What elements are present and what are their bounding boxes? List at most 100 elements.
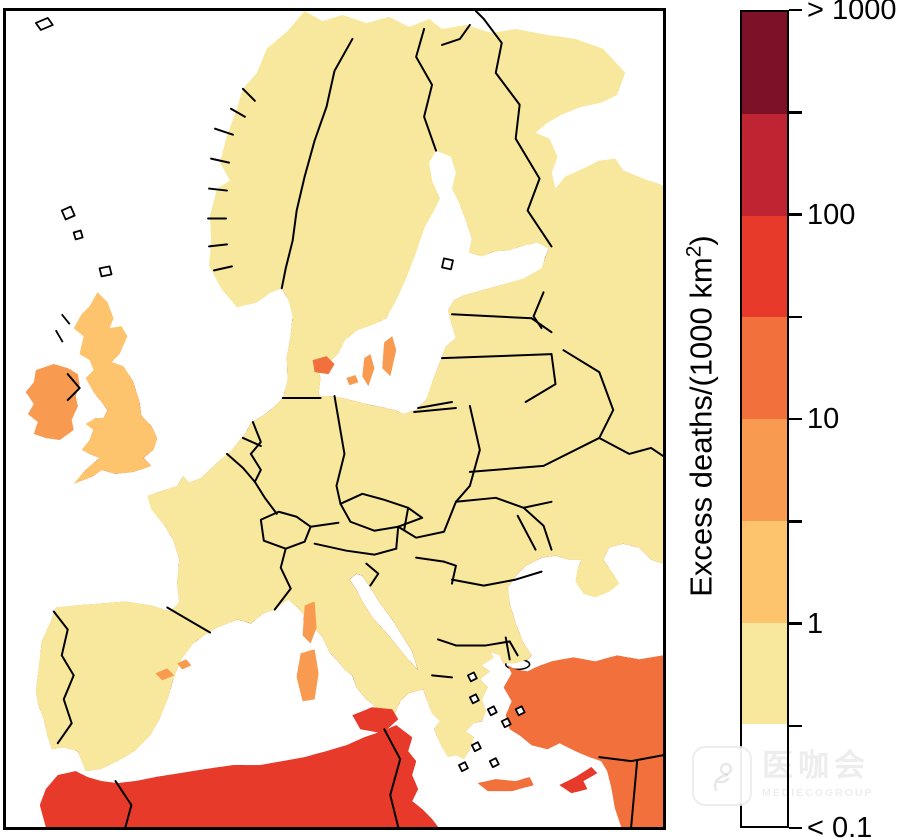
border-hungary-croatia	[415, 556, 445, 563]
orkney	[98, 265, 113, 278]
border-france-italy	[273, 547, 292, 611]
aegean-6	[514, 705, 526, 717]
border-greece-albania-macedonia	[431, 674, 453, 679]
colorbar-tick-7	[789, 724, 802, 727]
border-poland-east	[454, 405, 481, 503]
border-lithuania-kaliningrad	[417, 401, 453, 410]
colorbar-block-1	[742, 113, 787, 216]
border-czechia-north	[339, 492, 424, 519]
border-poland-kaliningrad	[413, 407, 457, 414]
watermark-logo-icon	[692, 746, 752, 806]
fjord-2	[210, 157, 230, 164]
border-austria-czechia	[309, 521, 340, 528]
map-frame	[3, 8, 666, 830]
europe-map	[24, 11, 663, 827]
aegean-3	[500, 717, 512, 729]
colorbar-tick-4	[789, 417, 802, 421]
colorbar-label-1: 1	[807, 607, 824, 640]
colorbar-block-5	[742, 520, 787, 623]
border-slovakia-hungary	[397, 500, 457, 539]
shetland-b	[72, 229, 84, 241]
border-belgium-germany	[249, 452, 262, 483]
border-estonia-latvia	[450, 313, 533, 320]
fjord-1	[214, 127, 234, 136]
aegean-4	[470, 741, 482, 753]
border-belgium-france	[225, 452, 256, 483]
border-latvia-lithuania	[441, 353, 553, 360]
border-greece-turkey	[504, 636, 511, 661]
colorbar-tick-6	[789, 622, 802, 625]
border-spain-france	[166, 606, 212, 634]
colorbar-tick-2	[789, 213, 802, 216]
watermark-text: 医咖会 MEDIECOGROUP	[762, 746, 874, 799]
aegean-7	[466, 671, 478, 683]
border-netherlands-germany	[249, 420, 262, 455]
watermark-person-icon	[713, 762, 733, 792]
colorbar-axis-title: Excess deaths/(1000 km2)	[682, 235, 719, 597]
islets-and-fjords	[34, 17, 526, 773]
border-ukraine-russia	[598, 436, 663, 457]
border-austria-hungary	[395, 525, 400, 550]
border-latvia-russia	[530, 317, 553, 334]
border-moldova-a	[522, 506, 553, 551]
border-slovenia-croatia	[365, 562, 380, 587]
border-romania-ukraine	[454, 496, 553, 509]
country-borders	[52, 11, 663, 827]
colorbar-tick-8	[789, 826, 802, 830]
colorbar-block-4	[742, 419, 787, 521]
fjord-5	[208, 243, 228, 248]
colorbar	[740, 10, 789, 828]
border-sweden-finland	[415, 27, 438, 152]
watermark-latin-text: MEDIECOGROUP	[762, 787, 874, 799]
border-morocco-algeria	[114, 780, 133, 827]
border-norway-finland	[441, 23, 471, 46]
colorbar-label-100: 100	[807, 198, 856, 231]
aegean-1	[468, 693, 480, 705]
border-bulgaria-turkey	[508, 640, 519, 657]
border-albania-kosovo	[437, 638, 457, 647]
colorbar-block-0	[742, 12, 787, 114]
aegean-5	[488, 757, 500, 769]
border-norway-sweden	[280, 37, 354, 290]
aland	[441, 257, 454, 271]
border-czechia-slovakia	[403, 506, 410, 531]
fjord-6	[213, 265, 233, 272]
border-spain-portugal	[52, 610, 75, 745]
border-germany-poland	[333, 395, 346, 505]
watermark: 医咖会 MEDIECOGROUP	[692, 746, 874, 806]
colorbar-block-3	[742, 317, 787, 419]
colorbar-tick-1	[789, 111, 802, 114]
colorbar-label-0.1: < 0.1	[807, 812, 873, 839]
border-france-germany	[253, 480, 278, 515]
border-syria-inner	[630, 760, 639, 827]
hebrides-a	[61, 313, 71, 325]
colorbar-block-2	[742, 215, 787, 318]
border-moldova-b	[516, 514, 537, 551]
border-serbia-romania	[443, 560, 457, 585]
border-romania-bulgaria	[450, 570, 543, 587]
shetland-a	[60, 205, 76, 221]
colorbar-label-1000: > 1000	[807, 0, 897, 26]
colorbar-tick-0	[789, 8, 802, 12]
border-italy-austria-slovenia	[313, 542, 398, 556]
aegean-2	[486, 705, 498, 717]
border-finland-russia	[482, 17, 553, 248]
colorbar-tick-5	[789, 520, 802, 523]
border-norway-russia	[474, 11, 485, 20]
border-netherlands-belgium	[241, 436, 262, 447]
border-ireland-uk	[66, 373, 81, 402]
border-bulgaria-greece	[454, 640, 511, 647]
watermark-cjk-text: 医咖会	[762, 748, 870, 783]
border-belarus-russia	[562, 349, 615, 439]
colorbar-label-10: 10	[807, 403, 840, 435]
coastlines	[24, 11, 663, 827]
colorbar-block-6	[742, 622, 787, 725]
border-switzerland	[259, 510, 312, 550]
aegean-8	[458, 761, 469, 773]
border-lithuania-belarus	[524, 353, 557, 404]
colorbar-tick-3	[789, 315, 802, 318]
fjord-7	[241, 87, 256, 102]
faroe-islands	[34, 17, 54, 31]
border-turkey-syria	[598, 754, 663, 763]
hebrides-b	[54, 329, 64, 343]
